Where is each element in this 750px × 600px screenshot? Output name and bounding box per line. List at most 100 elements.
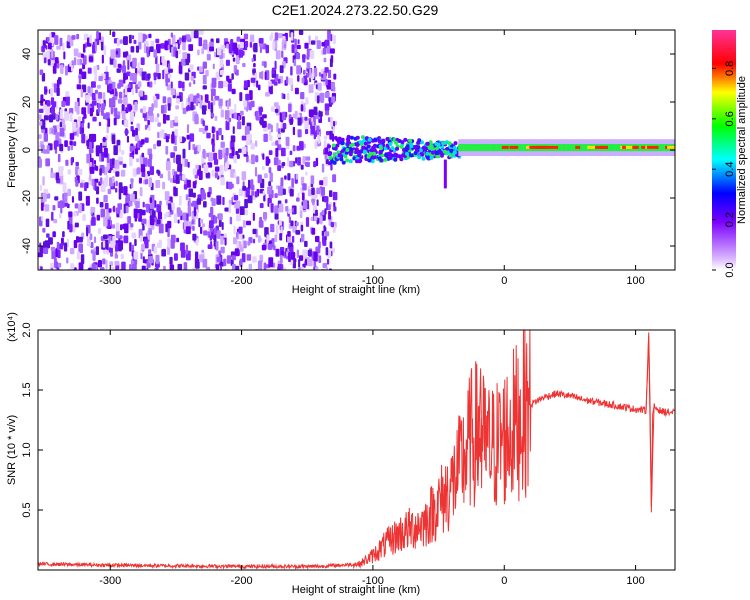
noise-cell: [131, 244, 134, 251]
noise-cell: [257, 260, 263, 270]
noise-cell: [246, 107, 249, 112]
noise-cell: [99, 168, 102, 176]
noise-cell: [324, 231, 330, 237]
noise-cell: [260, 116, 264, 126]
noise-cell: [262, 190, 265, 196]
noise-cell: [275, 248, 280, 257]
noise-cell: [156, 43, 161, 54]
noise-cell: [102, 258, 106, 265]
noise-cell: [59, 200, 65, 208]
cluster-cell: [377, 156, 382, 161]
noise-cell: [120, 224, 123, 231]
noise-cell: [167, 227, 170, 238]
noise-cell: [191, 219, 195, 225]
noise-cell: [171, 46, 174, 57]
noise-cell: [316, 187, 321, 195]
tone-line-cell: [469, 144, 475, 152]
noise-cell: [277, 78, 281, 84]
noise-cell: [175, 105, 179, 110]
noise-cell: [215, 241, 219, 251]
noise-cell: [161, 55, 165, 63]
noise-cell: [241, 116, 245, 126]
noise-cell: [210, 241, 213, 248]
noise-cell: [205, 266, 210, 270]
x-tick-label: -200: [231, 275, 253, 287]
noise-cell: [97, 228, 102, 234]
noise-cell: [310, 40, 316, 45]
cluster-cell: [383, 146, 388, 151]
noise-cell: [65, 91, 70, 97]
noise-cell: [148, 107, 153, 116]
noise-cell: [96, 31, 99, 39]
noise-cell: [321, 186, 325, 196]
noise-cell: [78, 76, 81, 84]
noise-cell: [134, 101, 138, 111]
noise-cell: [228, 203, 231, 214]
noise-cell: [219, 261, 224, 267]
noise-cell: [247, 241, 251, 246]
noise-cell: [108, 83, 113, 91]
noise-cell: [285, 111, 288, 118]
noise-cell: [245, 187, 250, 198]
cluster-cell: [367, 137, 372, 142]
snr-series-line: [38, 330, 675, 570]
cluster-cell: [429, 155, 434, 160]
noise-cell: [319, 180, 324, 186]
noise-cell: [299, 210, 303, 218]
noise-cell: [73, 48, 79, 57]
noise-cell: [313, 251, 318, 262]
noise-cell: [302, 192, 304, 201]
noise-cell: [157, 122, 161, 127]
noise-cell: [324, 91, 330, 98]
noise-cell: [218, 98, 223, 107]
noise-cell: [233, 155, 237, 164]
noise-cell: [128, 34, 132, 44]
noise-cell: [311, 227, 316, 235]
noise-cell: [268, 150, 273, 155]
noise-cell: [211, 112, 215, 118]
noise-cell: [59, 212, 62, 219]
noise-cell: [302, 54, 306, 63]
noise-cell: [102, 240, 106, 248]
noise-cell: [50, 87, 53, 97]
top-ylabel: Frequency (Hz): [6, 112, 18, 188]
noise-cell: [311, 72, 315, 79]
noise-cell: [254, 191, 258, 198]
noise-cell: [201, 189, 205, 196]
noise-cell: [290, 66, 293, 76]
noise-cell: [77, 203, 82, 213]
noise-cell: [132, 129, 136, 137]
noise-cell: [226, 43, 230, 49]
noise-cell: [313, 261, 317, 268]
noise-cell: [38, 134, 42, 139]
noise-cell: [86, 153, 90, 164]
noise-cell: [110, 266, 115, 270]
cluster-cell: [425, 151, 430, 156]
tone-peak-cell: [633, 145, 639, 149]
noise-cell: [291, 178, 294, 189]
cluster-cell: [369, 148, 374, 153]
noise-cell: [163, 68, 168, 74]
noise-cell: [220, 109, 224, 118]
noise-cell: [204, 94, 209, 104]
noise-cell: [129, 156, 133, 167]
noise-cell: [115, 268, 118, 270]
noise-cell: [48, 237, 53, 245]
noise-cell: [74, 222, 79, 228]
noise-cell: [241, 253, 246, 263]
noise-cell: [88, 149, 94, 154]
noise-cell: [176, 207, 181, 217]
noise-cell: [70, 263, 75, 270]
noise-cell: [205, 172, 210, 178]
noise-cell: [278, 219, 282, 226]
noise-cell: [237, 121, 242, 130]
noise-cell: [250, 143, 255, 150]
y-tick-label: 1.5: [21, 382, 33, 397]
noise-cell: [183, 184, 188, 190]
noise-cell: [120, 169, 126, 177]
cluster-cell: [366, 154, 371, 159]
cluster-cell: [373, 137, 378, 142]
noise-cell: [39, 184, 42, 191]
noise-cell: [333, 206, 337, 212]
noise-cell: [62, 182, 67, 193]
